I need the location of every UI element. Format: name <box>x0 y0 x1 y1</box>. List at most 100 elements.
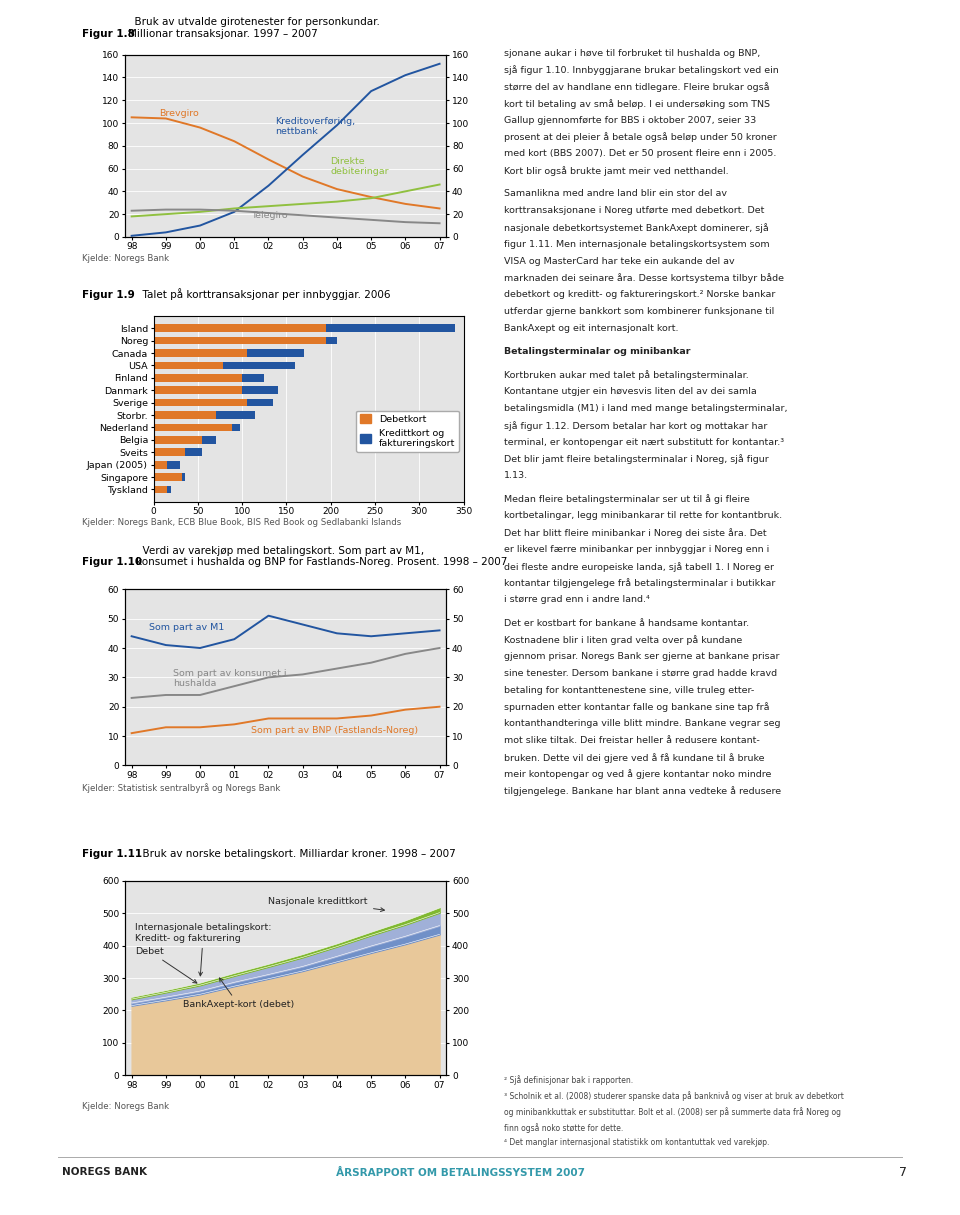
Text: utferdar gjerne bankkort som kombinerer funksjonane til: utferdar gjerne bankkort som kombinerer … <box>504 307 775 316</box>
Bar <box>154 448 184 456</box>
Text: gjennom prisar. Noregs Bank ser gjerne at bankane prisar: gjennom prisar. Noregs Bank ser gjerne a… <box>504 652 780 661</box>
Text: større del av handlane enn tidlegare. Fleire brukar også: større del av handlane enn tidlegare. Fl… <box>504 83 770 92</box>
Text: Samanlikna med andre land blir ein stor del av: Samanlikna med andre land blir ein stor … <box>504 190 727 198</box>
Text: betalingsmidla (M1) i land med mange betalingsterminalar,: betalingsmidla (M1) i land med mange bet… <box>504 405 787 413</box>
Text: Det er kostbart for bankane å handsame kontantar.: Det er kostbart for bankane å handsame k… <box>504 618 749 628</box>
Bar <box>242 386 277 394</box>
Text: er likevel færre minibankar per innbyggjar i Noreg enn i: er likevel færre minibankar per innbyggj… <box>504 544 769 554</box>
Text: nasjonale debetkortsystemet BankAxept dominerer, sjå: nasjonale debetkortsystemet BankAxept do… <box>504 224 769 233</box>
Text: Bruk av norske betalingskort. Milliardar kroner. 1998 – 2007: Bruk av norske betalingskort. Milliardar… <box>136 849 456 859</box>
Legend: Debetkort, Kredittkort og
faktureringskort: Debetkort, Kredittkort og faktureringsko… <box>356 411 459 452</box>
Bar <box>231 424 240 431</box>
Text: Talet på korttransaksjonar per innbyggjar. 2006: Talet på korttransaksjonar per innbyggja… <box>136 288 391 300</box>
Bar <box>154 460 167 469</box>
Text: Kreditoverføring,
nettbank: Kreditoverføring, nettbank <box>276 117 355 136</box>
Text: debetkort og kreditt- og faktureringskort.² Norske bankar: debetkort og kreditt- og faktureringskor… <box>504 290 776 299</box>
Bar <box>154 386 242 394</box>
Text: ⁴ Det manglar internasjonal statistikk om kontantuttak ved varekjøp.: ⁴ Det manglar internasjonal statistikk o… <box>504 1138 769 1147</box>
Text: Det blir jamt fleire betalingsterminalar i Noreg, sjå figur: Det blir jamt fleire betalingsterminalar… <box>504 454 769 464</box>
Text: kortbetalingar, legg minibankarar til rette for kontantbruk.: kortbetalingar, legg minibankarar til re… <box>504 512 782 520</box>
Text: Kostnadene blir i liten grad velta over på kundane: Kostnadene blir i liten grad velta over … <box>504 635 742 645</box>
Bar <box>154 474 182 481</box>
Text: ³ Scholnik et al. (2008) studerer spanske data på banknivå og viser at bruk av d: ³ Scholnik et al. (2008) studerer spansk… <box>504 1091 844 1101</box>
Bar <box>223 362 296 369</box>
Bar <box>326 324 455 332</box>
Text: sjå figur 1.10. Innbyggjarane brukar betalingskort ved ein: sjå figur 1.10. Innbyggjarane brukar bet… <box>504 66 779 75</box>
Text: VISA og MasterCard har teke ein aukande del av: VISA og MasterCard har teke ein aukande … <box>504 256 734 266</box>
Text: Kort blir også brukte jamt meir ved netthandel.: Kort blir også brukte jamt meir ved nett… <box>504 166 729 176</box>
Bar <box>154 324 326 332</box>
Text: Brevgiro: Brevgiro <box>159 109 199 118</box>
Text: ÅRSRAPPORT OM BETALINGSSYSTEM 2007: ÅRSRAPPORT OM BETALINGSSYSTEM 2007 <box>336 1168 585 1177</box>
Bar <box>167 486 171 493</box>
Text: Internasjonale betalingskort:
Kreditt- og fakturering: Internasjonale betalingskort: Kreditt- o… <box>135 923 272 976</box>
Text: tilgjengelege. Bankane har blant anna vedteke å redusere: tilgjengelege. Bankane har blant anna ve… <box>504 786 781 796</box>
Bar <box>154 424 231 431</box>
Text: Figur 1.9: Figur 1.9 <box>82 290 134 300</box>
Text: korttransaksjonane i Noreg utførte med debetkort. Det: korttransaksjonane i Noreg utførte med d… <box>504 207 764 215</box>
Text: Figur 1.10: Figur 1.10 <box>82 558 142 567</box>
Text: NOREGS BANK: NOREGS BANK <box>62 1168 148 1177</box>
Bar <box>326 337 337 344</box>
Text: sjonane aukar i høve til forbruket til hushalda og BNP,: sjonane aukar i høve til forbruket til h… <box>504 49 760 57</box>
Text: Kjelde: Noregs Bank: Kjelde: Noregs Bank <box>82 254 169 264</box>
Text: spurnaden etter kontantar falle og bankane sine tap frå: spurnaden etter kontantar falle og banka… <box>504 702 770 712</box>
Bar <box>182 474 184 481</box>
Text: Kjelder: Statistisk sentralbyrå og Noregs Bank: Kjelder: Statistisk sentralbyrå og Noreg… <box>82 784 280 793</box>
Text: i større grad enn i andre land.⁴: i større grad enn i andre land.⁴ <box>504 595 650 604</box>
Text: Kjelde: Noregs Bank: Kjelde: Noregs Bank <box>82 1102 169 1112</box>
Text: Som part av konsumet i
hushalda: Som part av konsumet i hushalda <box>173 668 286 688</box>
Text: Nasjonale kredittkort: Nasjonale kredittkort <box>269 897 384 911</box>
Text: og minibankkuttak er substituttar. Bolt et al. (2008) ser på summerte data frå N: og minibankkuttak er substituttar. Bolt … <box>504 1107 841 1117</box>
Bar <box>203 436 216 443</box>
Text: mot slike tiltak. Dei freistar heller å redusere kontant-: mot slike tiltak. Dei freistar heller å … <box>504 736 759 745</box>
Text: BankAxept og eit internasjonalt kort.: BankAxept og eit internasjonalt kort. <box>504 323 679 333</box>
Text: Kjelder: Noregs Bank, ECB Blue Book, BIS Red Book og Sedlabanki Islands: Kjelder: Noregs Bank, ECB Blue Book, BIS… <box>82 518 401 527</box>
Bar <box>154 399 247 407</box>
Text: Betalingsterminalar og minibankar: Betalingsterminalar og minibankar <box>504 347 690 356</box>
Text: betaling for kontanttenestene sine, ville truleg etter-: betaling for kontanttenestene sine, vill… <box>504 685 755 695</box>
Text: Figur 1.11: Figur 1.11 <box>82 849 142 859</box>
Bar <box>154 374 242 382</box>
Text: Som part av BNP (Fastlands-Noreg): Som part av BNP (Fastlands-Noreg) <box>252 727 419 735</box>
Text: Medan fleire betalingsterminalar ser ut til å gi fleire: Medan fleire betalingsterminalar ser ut … <box>504 495 750 504</box>
Text: Telegiro: Telegiro <box>252 210 288 220</box>
Text: 1.13.: 1.13. <box>504 471 528 480</box>
Text: bruken. Dette vil dei gjere ved å få kundane til å bruke: bruken. Dette vil dei gjere ved å få kun… <box>504 753 764 763</box>
Text: dei fleste andre europeiske landa, sjå tabell 1. I Noreg er: dei fleste andre europeiske landa, sjå t… <box>504 561 774 571</box>
Text: kontantar tilgjengelege frå betalingsterminalar i butikkar: kontantar tilgjengelege frå betalingster… <box>504 578 776 588</box>
Text: 7: 7 <box>900 1166 907 1179</box>
Text: marknaden dei seinare åra. Desse kortsystema tilbyr både: marknaden dei seinare åra. Desse kortsys… <box>504 273 784 283</box>
Text: terminal, er kontopengar eit nært substitutt for kontantar.³: terminal, er kontopengar eit nært substi… <box>504 437 784 447</box>
Text: kontanthandteringa ville blitt mindre. Bankane vegrar seg: kontanthandteringa ville blitt mindre. B… <box>504 719 780 728</box>
Bar <box>154 436 203 443</box>
Text: Bruk av utvalde girotenester for personkundar.
Millionar transaksjonar. 1997 – 2: Bruk av utvalde girotenester for personk… <box>128 17 379 39</box>
Text: prosent at dei pleier å betale også beløp under 50 kroner: prosent at dei pleier å betale også belø… <box>504 132 777 142</box>
Text: Kontantane utgjer ein høvesvis liten del av dei samla: Kontantane utgjer ein høvesvis liten del… <box>504 388 756 396</box>
Text: Kortbruken aukar med talet på betalingsterminalar.: Kortbruken aukar med talet på betalingst… <box>504 371 749 380</box>
Text: ² Sjå definisjonar bak i rapporten.: ² Sjå definisjonar bak i rapporten. <box>504 1075 634 1085</box>
Text: sjå figur 1.12. Dersom betalar har kort og mottakar har: sjå figur 1.12. Dersom betalar har kort … <box>504 420 767 430</box>
Text: Figur 1.8: Figur 1.8 <box>82 29 134 39</box>
Text: Debet: Debet <box>135 946 197 983</box>
Bar <box>154 349 247 357</box>
Text: figur 1.11. Men internasjonale betalingskortsystem som: figur 1.11. Men internasjonale betalings… <box>504 239 770 249</box>
Bar <box>154 362 223 369</box>
Text: Det har blitt fleire minibankar i Noreg dei siste åra. Det: Det har blitt fleire minibankar i Noreg … <box>504 529 767 538</box>
Text: kort til betaling av små beløp. I ei undersøking som TNS: kort til betaling av små beløp. I ei und… <box>504 98 770 109</box>
Text: BankAxept-kort (debet): BankAxept-kort (debet) <box>183 978 294 1010</box>
Text: Direkte
debiteringar: Direkte debiteringar <box>330 157 389 176</box>
Bar <box>167 460 180 469</box>
Text: Gallup gjennomførte for BBS i oktober 2007, seier 33: Gallup gjennomførte for BBS i oktober 20… <box>504 115 756 125</box>
Text: Som part av M1: Som part av M1 <box>149 623 224 632</box>
Bar <box>242 374 264 382</box>
Bar <box>154 411 216 419</box>
Bar <box>216 411 255 419</box>
Bar <box>247 399 274 407</box>
Text: finn også noko støtte for dette.: finn også noko støtte for dette. <box>504 1123 623 1132</box>
Text: meir kontopengar og ved å gjere kontantar noko mindre: meir kontopengar og ved å gjere kontanta… <box>504 769 772 780</box>
Text: Verdi av varekjøp med betalingskort. Som part av M1,
konsumet i hushalda og BNP : Verdi av varekjøp med betalingskort. Som… <box>136 546 508 567</box>
Bar <box>154 337 326 344</box>
Bar <box>247 349 304 357</box>
Bar <box>154 486 167 493</box>
